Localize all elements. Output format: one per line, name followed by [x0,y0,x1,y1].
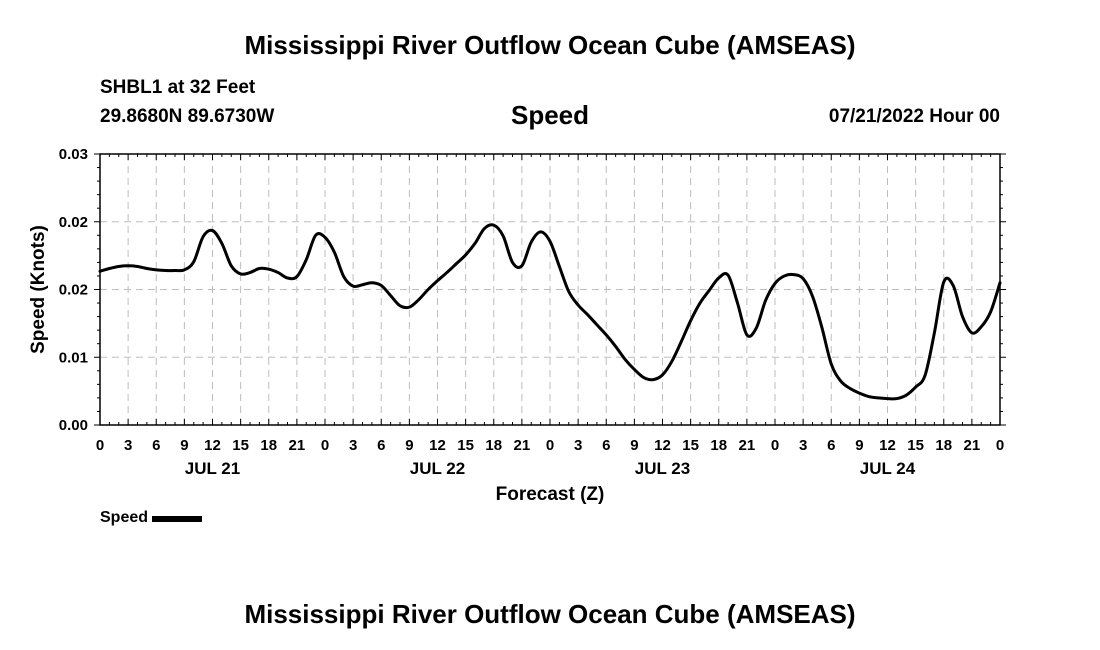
x-tick-label: 21 [964,437,981,454]
x-tick-label: 21 [514,437,531,454]
y-tick-label: 0.00 [59,417,88,434]
x-tick-label: 0 [771,437,779,454]
x-tick-label: 0 [546,437,554,454]
x-tick-label: 18 [260,437,277,454]
forecast-datetime: 07/21/2022 Hour 00 [828,106,1000,127]
series-layer [98,223,1002,401]
x-tick-label: 18 [935,437,952,454]
day-label: JUL 24 [860,459,916,478]
legend-label: Speed [100,509,149,526]
x-tick-label: 0 [996,437,1004,454]
legend-swatch [152,516,203,522]
x-tick-label: 15 [682,437,699,454]
x-tick-label: 6 [602,437,610,454]
y-axis-label: Speed (Knots) [28,225,49,354]
y-tick-label: 0.03 [59,146,88,163]
x-tick-label: 21 [739,437,756,454]
plot-frame [99,153,1001,426]
y-tick-label: 0.02 [59,282,88,299]
x-tick-label: 15 [457,437,474,454]
x-tick-label: 15 [232,437,249,454]
x-tick-label: 21 [289,437,306,454]
x-tick-label: 0 [321,437,329,454]
x-tick-label: 3 [349,437,357,454]
x-tick-label: 9 [630,437,638,454]
grid-lines [100,154,1000,425]
x-tick-label: 15 [907,437,924,454]
legend: Speed [100,509,203,527]
x-tick-label: 3 [574,437,582,454]
x-tick-label: 9 [855,437,863,454]
station-name: SHBL1 at 32 Feet [100,77,256,98]
x-tick-label: 9 [405,437,413,454]
x-tick-label: 9 [180,437,188,454]
x-tick-label: 12 [879,437,896,454]
x-tick-label: 3 [124,437,132,454]
speed-series-line [98,223,1002,401]
day-label: JUL 22 [410,459,465,478]
axis-labels: 0 3 6 9 12 15 18 21 0 3 6 9 12 15 18 21 0 3 6 9 12 15 18 21 0 3 6 9… [28,146,1004,505]
day-label: JUL 23 [635,459,690,478]
chart-title: Speed [510,100,590,130]
day-label: JUL 21 [185,459,240,478]
x-tick-label: 0 [96,437,104,454]
x-tick-label: 6 [827,437,835,454]
y-tick-label: 0.01 [59,349,88,366]
x-tick-label: 6 [377,437,385,454]
x-tick-label: 12 [654,437,671,454]
x-axis-label: Forecast (Z) [496,484,605,505]
y-tick-label: 0.02 [59,214,88,231]
x-tick-label: 12 [429,437,446,454]
x-tick-label: 3 [799,437,807,454]
x-tick-label: 18 [485,437,502,454]
x-tick-label: 6 [152,437,160,454]
footer-title: Mississippi River Outflow Ocean Cube (AM… [244,599,856,629]
station-coordinates: 29.8680N 89.6730W [100,106,275,127]
main-title: Mississippi River Outflow Ocean Cube (AM… [244,30,856,60]
x-tick-label: 12 [204,437,221,454]
x-tick-label: 18 [710,437,727,454]
